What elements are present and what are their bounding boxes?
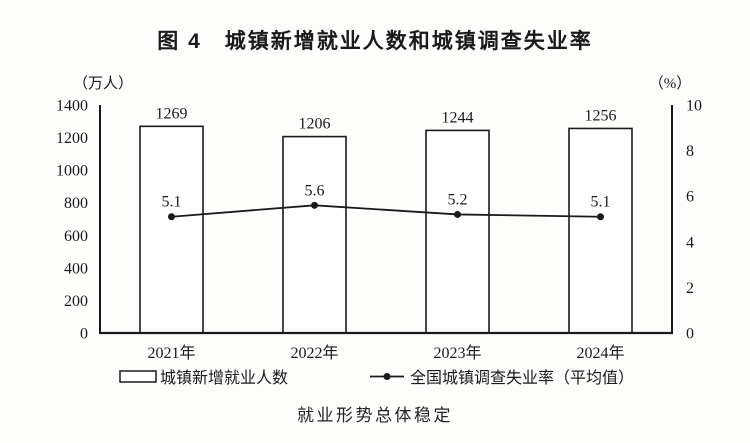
left-axis-tick: 1000 <box>56 163 88 180</box>
left-axis-tick: 200 <box>64 293 88 310</box>
x-axis-label: 2021年 <box>147 344 195 362</box>
bar-2021年 <box>139 125 204 334</box>
bar-2022年 <box>282 135 347 334</box>
line-value-label: 5.2 <box>448 191 468 208</box>
line-marker <box>311 201 318 209</box>
right-axis-tick: 4 <box>686 234 694 251</box>
bar-2024年 <box>568 127 633 334</box>
unemployment-rate-line <box>171 204 601 218</box>
bar-value-label: 1244 <box>442 109 474 126</box>
legend-line-label: 全国城镇调查失业率（平均值） <box>410 369 634 387</box>
line-marker <box>597 213 604 221</box>
legend-line-marker-icon <box>383 373 391 380</box>
chart-title: 图 4 城镇新增就业人数和城镇调查失业率 <box>157 30 593 53</box>
legend-bar-label: 城镇新增就业人数 <box>160 369 288 387</box>
left-axis-tick: 0 <box>80 326 88 343</box>
right-axis-unit-label: （%） <box>649 75 692 92</box>
left-axis-tick: 600 <box>64 228 88 245</box>
bar-value-label: 1206 <box>299 116 331 133</box>
right-axis-tick: 0 <box>686 326 694 343</box>
left-axis-unit-label: （万人） <box>73 75 133 92</box>
x-axis-label: 2023年 <box>433 344 481 362</box>
bar-value-label: 1256 <box>585 107 617 124</box>
x-axis-label: 2022年 <box>290 344 338 362</box>
chart-caption: 就业形势总体稳定 <box>297 406 453 425</box>
right-axis-tick: 10 <box>686 98 702 115</box>
x-axis-label: 2024年 <box>576 344 624 362</box>
bar-2023年 <box>425 129 490 334</box>
right-axis-tick: 8 <box>686 143 694 160</box>
line-marker <box>454 210 461 218</box>
right-axis-tick: 2 <box>686 280 694 297</box>
left-axis-tick: 400 <box>64 260 88 277</box>
legend-bar-swatch <box>119 370 157 383</box>
line-value-label: 5.1 <box>162 194 182 211</box>
line-value-label: 5.1 <box>591 194 611 211</box>
line-value-label: 5.6 <box>305 182 325 199</box>
left-axis-tick: 800 <box>64 195 88 212</box>
bar-value-label: 1269 <box>156 105 188 122</box>
left-axis-tick: 1200 <box>56 130 88 147</box>
left-axis-tick: 1400 <box>56 98 88 115</box>
line-marker <box>168 213 175 221</box>
right-axis-tick: 6 <box>686 189 694 206</box>
